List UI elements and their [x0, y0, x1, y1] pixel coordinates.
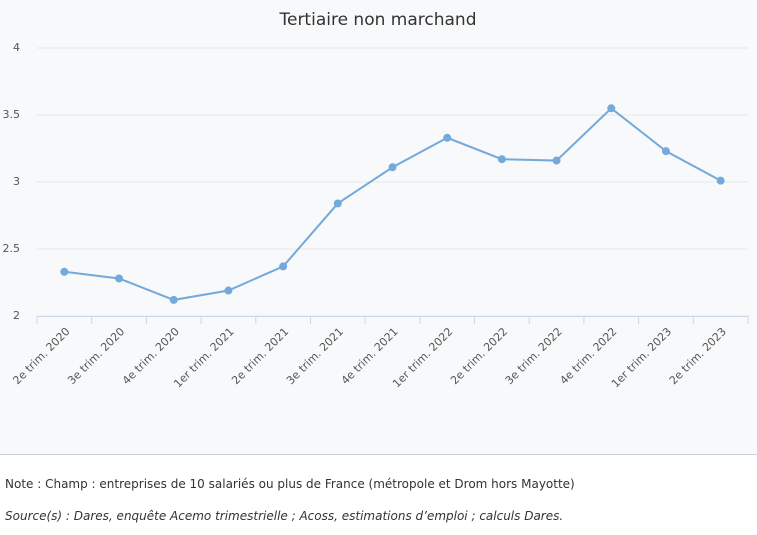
y-tick-label: 4: [13, 41, 20, 54]
x-tick-label: 2e trim. 2020: [10, 325, 72, 387]
y-tick-label: 2: [13, 309, 20, 322]
point: [716, 176, 725, 185]
point: [661, 147, 670, 156]
x-tick-label: 3e trim. 2022: [503, 325, 565, 387]
y-tick-label: 3.5: [3, 108, 21, 121]
x-tick-label: 3e trim. 2020: [65, 325, 127, 387]
source: Source(s) : Dares, enquête Acemo trimest…: [5, 509, 564, 523]
point: [443, 133, 452, 142]
x-tick-label: 3e trim. 2021: [284, 325, 346, 387]
point: [388, 163, 397, 172]
y-tick-label: 2.5: [3, 242, 21, 255]
point: [497, 155, 506, 164]
chart: Tertiaire non marchand 2 2.5 3 3.5 4 2e trim.…: [0, 10, 757, 455]
note: Note : Champ : entreprises de 10 salarié…: [5, 477, 575, 491]
chart-title: Tertiaire non marchand: [278, 10, 476, 30]
x-tick-label: 2e trim. 2021: [229, 325, 291, 387]
point: [115, 274, 124, 283]
x-tick-label: 4e trim. 2022: [557, 325, 619, 387]
point: [333, 199, 342, 208]
x-tick-label: 4e trim. 2021: [339, 325, 401, 387]
point: [607, 104, 616, 113]
y-tick-label: 3: [13, 175, 20, 188]
point: [552, 156, 561, 165]
point: [279, 262, 288, 271]
point: [224, 286, 233, 295]
x-tick-label: 2e trim. 2023: [667, 325, 729, 387]
point: [60, 267, 69, 276]
line: [64, 106, 722, 301]
x-tick-label: 2e trim. 2022: [448, 325, 510, 387]
x-tick-label: 4e trim. 2020: [120, 325, 182, 387]
point: [169, 295, 178, 304]
